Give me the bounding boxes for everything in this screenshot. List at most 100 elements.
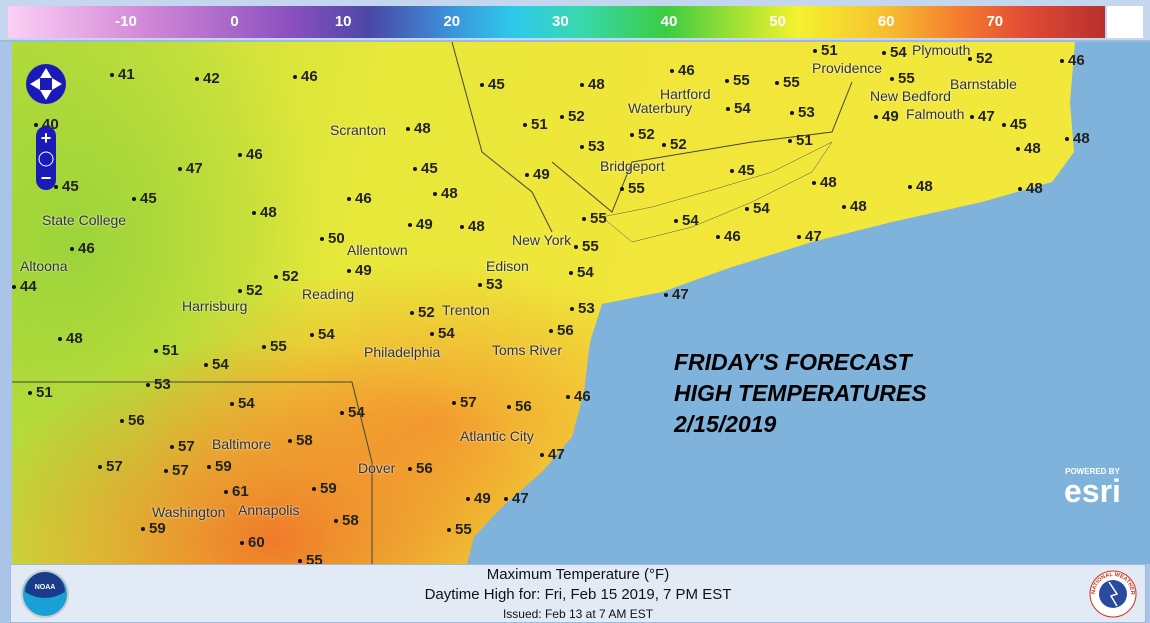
city-label: Annapolis	[238, 502, 300, 518]
temperature-label: 52	[560, 108, 585, 125]
temperature-label: 54	[745, 200, 770, 217]
temperature-label: 59	[141, 520, 166, 537]
temperature-label: 45	[480, 76, 505, 93]
temperature-label: 52	[274, 268, 299, 285]
temperature-label: 48	[1016, 140, 1041, 157]
temperature-label: 60	[240, 534, 265, 551]
temperature-label: 41	[110, 66, 135, 83]
globe-icon[interactable]	[38, 151, 54, 167]
city-label: Hartford	[660, 86, 711, 102]
temperature-label: 54	[882, 44, 907, 61]
temperature-label: 46	[670, 62, 695, 79]
temperature-label: 48	[1065, 130, 1090, 147]
temperature-label: 45	[1002, 116, 1027, 133]
temperature-label: 54	[230, 395, 255, 412]
temperature-label: 46	[347, 190, 372, 207]
esri-text: esri	[1064, 473, 1121, 509]
temperature-label: 46	[566, 388, 591, 405]
temperature-label: 42	[195, 70, 220, 87]
city-label: Edison	[486, 258, 529, 274]
city-label: Philadelphia	[364, 344, 441, 360]
temperature-label: 58	[288, 432, 313, 449]
temperature-label: 47	[797, 228, 822, 245]
temperature-label: 57	[164, 462, 189, 479]
arrow-down-icon[interactable]	[40, 90, 52, 100]
city-label: Allentown	[347, 242, 408, 258]
temperature-label: 51	[523, 116, 548, 133]
temperature-label: 55	[262, 338, 287, 355]
temperature-label: 57	[170, 438, 195, 455]
temperature-label: 47	[664, 286, 689, 303]
temperature-label: 59	[312, 480, 337, 497]
zoom-out-button[interactable]: −	[41, 168, 52, 188]
temperature-label: 49	[874, 108, 899, 125]
temperature-label: 46	[238, 146, 263, 163]
temperature-label: 47	[504, 490, 529, 507]
border	[551, 81, 853, 213]
zoom-slider[interactable]	[36, 126, 56, 190]
map-caption: NOAA Maximum Temperature (°F) Daytime Hi…	[10, 564, 1146, 623]
caption-issued: Issued: Feb 13 at 7 AM EST	[502, 607, 654, 621]
ocean	[467, 42, 1150, 564]
temperature-label: 51	[28, 384, 53, 401]
temperature-label: 47	[540, 446, 565, 463]
temperature-label: 46	[293, 68, 318, 85]
caption-title: Maximum Temperature (°F)	[486, 566, 670, 583]
zoom-in-button[interactable]: +	[41, 128, 52, 148]
temperature-label: 49	[347, 262, 372, 279]
esri-logo: POWERED BY esri	[1064, 467, 1121, 509]
legend-tick: 0	[230, 13, 239, 30]
city-label: Bridgeport	[600, 158, 665, 174]
temperature-label: 48	[580, 76, 605, 93]
temperature-label: 53	[580, 138, 605, 155]
city-label: Altoona	[20, 258, 68, 274]
city-label: Atlantic City	[460, 428, 534, 444]
forecast-map[interactable]: 41 42 46 45 48 46 55 55 51 54 46 52 55 54 53 49 47 45 48 48…	[12, 42, 1150, 569]
temperature-label: 54	[726, 100, 751, 117]
temperature-label: 50	[320, 230, 345, 247]
temperature-label: 54	[674, 212, 699, 229]
legend-tick: 70	[986, 13, 1004, 30]
temperature-label: 55	[890, 70, 915, 87]
legend-tick: 60	[877, 13, 895, 30]
legend-tick: 30	[552, 13, 569, 30]
arrow-up-icon[interactable]	[40, 68, 52, 78]
temperature-label: 48	[252, 204, 277, 221]
temperature-label: 55	[725, 72, 750, 89]
legend-tick: 40	[660, 13, 678, 30]
temperature-label: 53	[478, 276, 503, 293]
temperature-label: 49	[525, 166, 550, 183]
city-label: Reading	[302, 286, 355, 302]
long-island	[601, 141, 833, 243]
pan-control[interactable]	[26, 64, 66, 104]
temperature-label: 59	[207, 458, 232, 475]
noaa-logo: NOAA	[21, 570, 69, 618]
arrow-right-icon[interactable]	[52, 78, 62, 90]
forecast-annotation: FRIDAY'S FORECAST HIGH TEMPERATURES 2/15…	[674, 347, 927, 440]
city-label: Trenton	[442, 302, 490, 318]
city-label: Toms River	[492, 342, 563, 358]
temperature-label: 45	[132, 190, 157, 207]
city-label: Waterbury	[628, 100, 693, 116]
legend-tick: -10	[115, 13, 137, 30]
noaa-text: NOAA	[35, 584, 56, 591]
temperature-label: 48	[58, 330, 83, 347]
powered-by: POWERED BY	[1065, 467, 1120, 476]
temperature-label: 54	[430, 325, 455, 342]
city-label: Harrisburg	[182, 298, 248, 314]
caption-subtitle: Daytime High for: Fri, Feb 15 2019, 7 PM…	[424, 586, 732, 603]
temperature-label: 45	[413, 160, 438, 177]
temperature-label: 47	[970, 108, 995, 125]
temperature-label: 48	[460, 218, 485, 235]
arrow-left-icon[interactable]	[30, 78, 40, 90]
temperature-label: 48	[812, 174, 837, 191]
temperature-label: 56	[507, 398, 532, 415]
temperature-label: 56	[408, 460, 433, 477]
temperature-label: 48	[1018, 180, 1043, 197]
city-label: Falmouth	[906, 106, 965, 122]
temperature-label: 54	[310, 326, 335, 343]
legend-color-bar	[8, 6, 1105, 38]
temperature-label: 52	[968, 50, 993, 67]
temperature-label: 51	[788, 132, 813, 149]
temperature-label: 46	[1060, 52, 1085, 69]
